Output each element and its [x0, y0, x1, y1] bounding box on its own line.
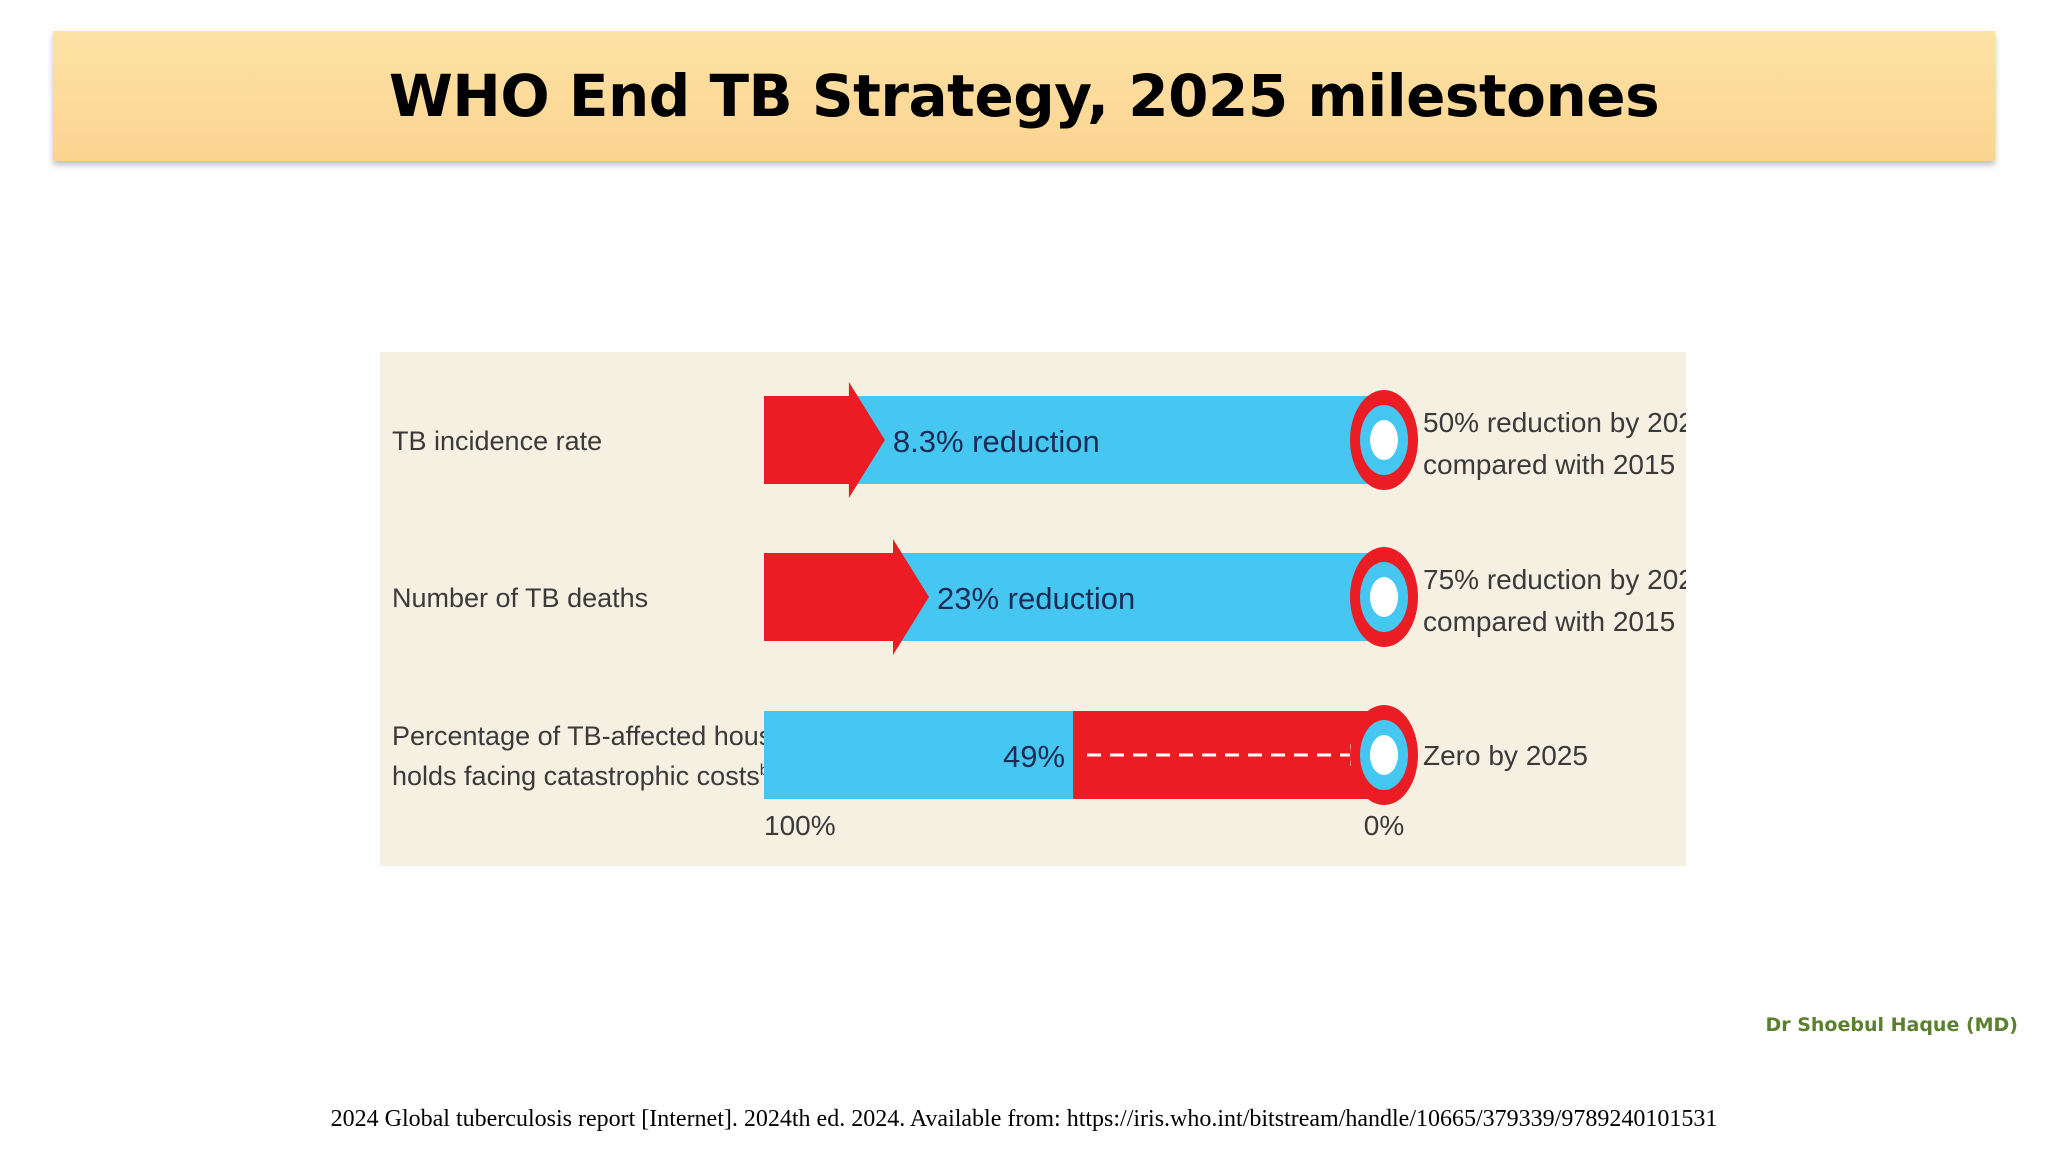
target-ring-center: [1370, 735, 1398, 775]
reference-citation: 2024 Global tuberculosis report [Interne…: [330, 1106, 1718, 1132]
current-level-bar: [764, 711, 1074, 799]
axis-end-label: 0%: [1364, 810, 1404, 841]
milestone-chart: TB incidence rate 8.3% reduction 50% reduc…: [392, 382, 1686, 841]
axis-start-label: 100%: [764, 810, 836, 841]
chart-panel: TB incidence rate 8.3% reduction 50% reduc…: [380, 352, 1686, 866]
progress-arrow: [764, 382, 885, 498]
value-label: 8.3% reduction: [893, 424, 1100, 459]
value-label: 49%: [1003, 739, 1065, 774]
target-ring-center: [1370, 577, 1398, 617]
milestone-label: Zero by 2025: [1423, 740, 1588, 771]
milestone-label: compared with 2015: [1423, 606, 1675, 637]
value-label: 23% reduction: [937, 581, 1135, 616]
indicator-label: TB incidence rate: [392, 426, 602, 456]
milestone-label: 50% reduction by 2025,: [1423, 407, 1686, 438]
indicator-label: Number of TB deaths: [392, 583, 648, 613]
progress-arrow: [764, 539, 929, 655]
target-ring-center: [1370, 420, 1398, 460]
author-credit: Dr Shoebul Haque (MD): [1765, 1014, 2018, 1036]
milestone-label: 75% reduction by 2025,: [1423, 564, 1686, 595]
milestone-label: compared with 2015: [1423, 449, 1675, 480]
indicator-label: holds facing catastrophic costsb: [392, 761, 769, 791]
page-title: WHO End TB Strategy, 2025 milestones: [388, 62, 1660, 130]
title-banner: WHO End TB Strategy, 2025 milestones: [53, 31, 1995, 161]
indicator-label: Percentage of TB-affected house-: [392, 721, 796, 751]
